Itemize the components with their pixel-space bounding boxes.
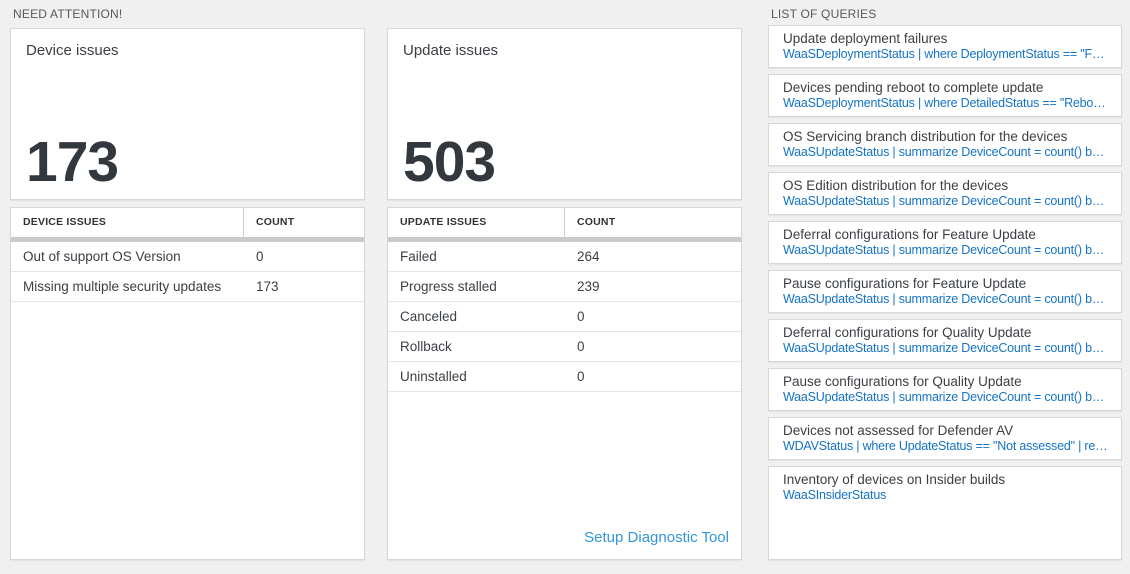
row-count: 0 xyxy=(577,309,585,324)
query-text: WaaSUpdateStatus | summarize DeviceCount… xyxy=(783,145,1109,159)
device-issues-count: 173 xyxy=(26,130,119,194)
dashboard: NEED ATTENTION! Device issues 173 DEVICE… xyxy=(10,5,1122,560)
setup-diagnostic-tool-link[interactable]: Setup Diagnostic Tool xyxy=(584,529,729,546)
section-label-spacer xyxy=(387,5,742,28)
query-title: OS Servicing branch distribution for the… xyxy=(783,129,1068,144)
query-text: WaaSUpdateStatus | summarize DeviceCount… xyxy=(783,341,1109,355)
device-issues-card[interactable]: Device issues 173 xyxy=(10,28,365,200)
update-issues-column: Update issues 503 UPDATE ISSUES COUNT Fa… xyxy=(387,5,742,560)
table-row[interactable]: Failed 264 xyxy=(388,242,741,272)
query-list-column: LIST OF QUERIES Update deployment failur… xyxy=(768,5,1122,560)
query-item[interactable]: Pause configurations for Quality Update … xyxy=(768,368,1122,411)
header-divider xyxy=(388,237,741,242)
list-of-queries-label: LIST OF QUERIES xyxy=(771,7,877,21)
row-count: 0 xyxy=(577,369,585,384)
query-text: WaaSUpdateStatus | summarize DeviceCount… xyxy=(783,390,1109,404)
header-divider xyxy=(11,237,364,242)
query-item[interactable]: OS Edition distribution for the devices … xyxy=(768,172,1122,215)
query-title: Inventory of devices on Insider builds xyxy=(783,472,1006,487)
table-empty-space xyxy=(388,392,741,521)
query-item[interactable]: Update deployment failures WaaSDeploymen… xyxy=(768,25,1122,68)
row-label: Out of support OS Version xyxy=(23,249,181,264)
query-title: OS Edition distribution for the devices xyxy=(783,178,1009,193)
row-count: 0 xyxy=(577,339,585,354)
query-text: WaaSUpdateStatus | summarize DeviceCount… xyxy=(783,243,1109,257)
query-title: Devices pending reboot to complete updat… xyxy=(783,80,1044,95)
column-header-count: COUNT xyxy=(256,216,295,228)
table-row[interactable]: Uninstalled 0 xyxy=(388,362,741,392)
table-row[interactable]: Out of support OS Version 0 xyxy=(11,242,364,272)
device-issues-column: NEED ATTENTION! Device issues 173 DEVICE… xyxy=(10,5,365,560)
query-item[interactable]: Devices not assessed for Defender AV WDA… xyxy=(768,417,1122,460)
query-title: Update deployment failures xyxy=(783,31,948,46)
table-row[interactable]: Missing multiple security updates 173 xyxy=(11,272,364,302)
query-title: Pause configurations for Feature Update xyxy=(783,276,1027,291)
table-header: DEVICE ISSUES COUNT xyxy=(11,208,364,237)
device-issues-table: DEVICE ISSUES COUNT Out of support OS Ve… xyxy=(10,207,365,560)
table-row[interactable]: Canceled 0 xyxy=(388,302,741,332)
card-title: Device issues xyxy=(26,42,119,59)
query-item[interactable]: OS Servicing branch distribution for the… xyxy=(768,123,1122,166)
query-text: WaaSDeploymentStatus | where DeploymentS… xyxy=(783,47,1109,61)
query-title: Deferral configurations for Feature Upda… xyxy=(783,227,1036,242)
query-title: Deferral configurations for Quality Upda… xyxy=(783,325,1032,340)
need-attention-label: NEED ATTENTION! xyxy=(13,7,123,21)
row-label: Failed xyxy=(400,249,437,264)
query-text: WaaSUpdateStatus | summarize DeviceCount… xyxy=(783,194,1109,208)
query-text: WDAVStatus | where UpdateStatus == "Not … xyxy=(783,439,1109,453)
row-label: Rollback xyxy=(400,339,452,354)
query-item[interactable]: Deferral configurations for Quality Upda… xyxy=(768,319,1122,362)
row-count: 264 xyxy=(577,249,600,264)
table-empty-space xyxy=(11,302,364,559)
query-text: WaaSDeploymentStatus | where DetailedSta… xyxy=(783,96,1109,110)
update-issues-table: UPDATE ISSUES COUNT Failed 264 Progress … xyxy=(387,207,742,560)
query-item[interactable]: Devices pending reboot to complete updat… xyxy=(768,74,1122,117)
query-item[interactable]: Pause configurations for Feature Update … xyxy=(768,270,1122,313)
row-label: Canceled xyxy=(400,309,458,324)
table-header: UPDATE ISSUES COUNT xyxy=(388,208,741,237)
query-item[interactable]: Deferral configurations for Feature Upda… xyxy=(768,221,1122,264)
column-header-issues: UPDATE ISSUES xyxy=(388,208,565,237)
query-item[interactable]: Inventory of devices on Insider builds W… xyxy=(768,466,1122,560)
query-title: Pause configurations for Quality Update xyxy=(783,374,1022,389)
table-footer: Setup Diagnostic Tool xyxy=(388,521,741,559)
column-header-count: COUNT xyxy=(577,216,616,228)
query-text: WaaSInsiderStatus xyxy=(783,488,887,502)
row-count: 239 xyxy=(577,279,600,294)
row-label: Missing multiple security updates xyxy=(23,279,222,294)
row-count: 173 xyxy=(256,279,279,294)
table-row[interactable]: Rollback 0 xyxy=(388,332,741,362)
card-title: Update issues xyxy=(403,42,499,59)
row-label: Progress stalled xyxy=(400,279,497,294)
row-count: 0 xyxy=(256,249,264,264)
update-issues-card[interactable]: Update issues 503 xyxy=(387,28,742,200)
update-issues-count: 503 xyxy=(403,130,496,194)
table-row[interactable]: Progress stalled 239 xyxy=(388,272,741,302)
query-title: Devices not assessed for Defender AV xyxy=(783,423,1014,438)
column-header-issues: DEVICE ISSUES xyxy=(11,208,244,237)
row-label: Uninstalled xyxy=(400,369,467,384)
query-text: WaaSUpdateStatus | summarize DeviceCount… xyxy=(783,292,1109,306)
